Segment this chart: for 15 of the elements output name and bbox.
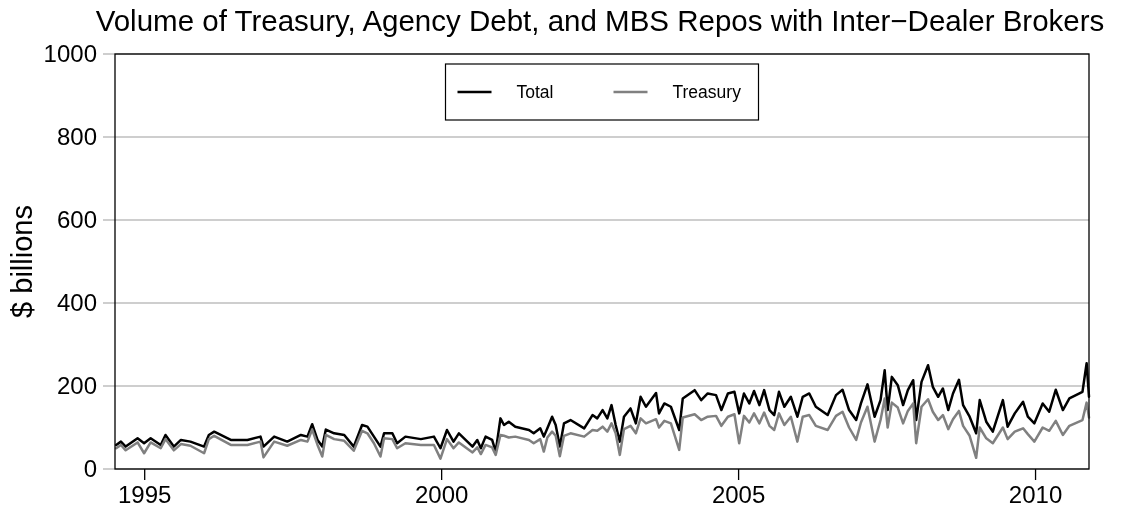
y-tick-label: 200 — [56, 372, 97, 400]
legend-label: Total — [516, 82, 554, 103]
x-tick-label: 2010 — [1008, 481, 1063, 508]
y-axis-title: $ billions — [6, 205, 38, 318]
line-series — [114, 397, 1091, 460]
y-tick-label: 1000 — [43, 40, 97, 68]
y-tick-label: 800 — [56, 123, 97, 151]
chart-title: Volume of Treasury, Agency Debt, and MBS Repos with Inter−Dealer Brokers — [95, 4, 1105, 37]
legend-label: Treasury — [672, 82, 742, 103]
y-tick-label: 600 — [56, 206, 97, 234]
x-tick-label: 1995 — [118, 481, 172, 508]
x-tick-label: 2000 — [414, 481, 469, 508]
y-tick-label: 400 — [56, 289, 97, 317]
x-tick-label: 2005 — [711, 481, 766, 508]
y-tick-label: 0 — [83, 455, 97, 483]
